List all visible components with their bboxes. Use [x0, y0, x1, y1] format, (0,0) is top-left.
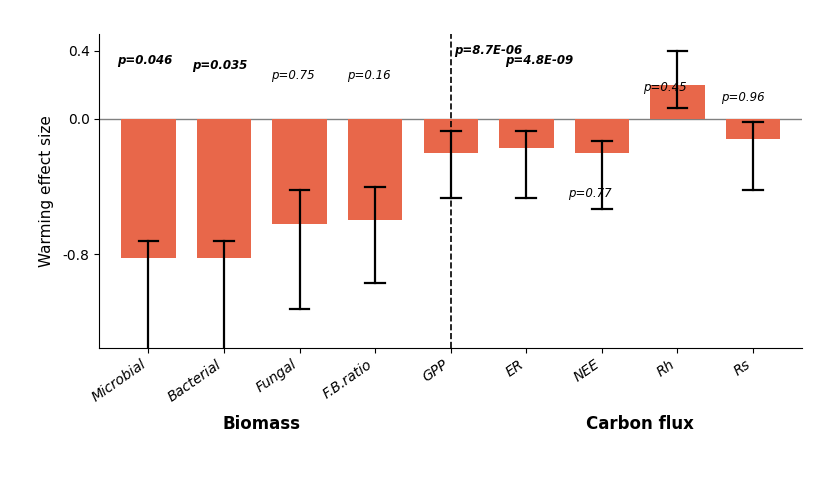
Text: p=0.16: p=0.16	[347, 69, 391, 82]
Text: Biomass: Biomass	[222, 415, 301, 433]
Text: p=0.96: p=0.96	[721, 91, 765, 104]
Bar	[348, 119, 403, 220]
Bar	[272, 119, 327, 224]
Bar	[726, 119, 780, 139]
Text: p=4.8E-09: p=4.8E-09	[505, 54, 573, 67]
Bar	[423, 119, 478, 153]
Text: p=0.035: p=0.035	[192, 59, 247, 72]
Text: p=8.7E-06: p=8.7E-06	[455, 44, 523, 57]
Text: p=0.75: p=0.75	[270, 69, 314, 82]
Text: p=0.77: p=0.77	[568, 187, 611, 200]
Text: p=0.046: p=0.046	[117, 54, 172, 67]
Text: p=0.45: p=0.45	[643, 81, 687, 94]
Bar	[122, 119, 175, 258]
Bar	[499, 119, 553, 147]
Y-axis label: Warming effect size: Warming effect size	[40, 115, 55, 267]
Text: Carbon flux: Carbon flux	[586, 415, 694, 433]
Bar	[197, 119, 251, 258]
Bar	[575, 119, 629, 153]
Bar	[650, 85, 705, 119]
